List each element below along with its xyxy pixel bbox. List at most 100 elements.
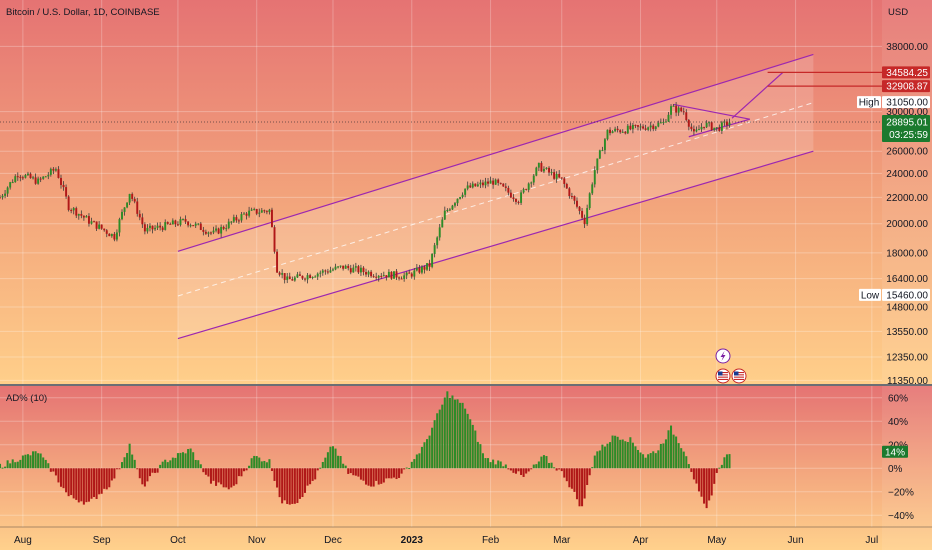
triangle-upper-line[interactable]	[673, 103, 750, 120]
histogram-bar-up	[542, 455, 545, 469]
candle-body	[118, 219, 121, 233]
candle-body	[60, 177, 62, 185]
candle-body	[382, 275, 385, 277]
flag-canton	[718, 371, 723, 376]
candle-body	[400, 278, 403, 280]
candle-down	[93, 220, 96, 223]
candle-down	[581, 208, 584, 221]
candle-up	[212, 226, 215, 235]
candle-up	[700, 123, 703, 132]
price-tick-label: 12350.00	[886, 352, 928, 363]
event-icons[interactable]	[715, 348, 747, 384]
candle-body	[415, 267, 418, 271]
price-tick-label: 30000.00	[886, 107, 928, 118]
candle-body	[619, 130, 622, 133]
candle-down	[380, 272, 383, 279]
candle-body	[342, 265, 345, 269]
candle-body	[220, 226, 223, 234]
candle-body	[403, 275, 406, 279]
candle-body	[85, 216, 88, 218]
candle-body	[258, 212, 261, 214]
candle-body	[115, 232, 118, 240]
candle-body	[509, 192, 512, 198]
channel-drawing[interactable]	[0, 53, 882, 340]
candle-body	[644, 128, 647, 130]
candle-up	[98, 221, 101, 230]
candle-body	[548, 167, 550, 173]
channel-mid-line[interactable]	[177, 102, 814, 297]
candle-body	[642, 126, 645, 129]
candle-down	[187, 220, 190, 228]
histogram-bar-up	[606, 443, 609, 469]
histogram-bar-up	[504, 464, 507, 469]
histogram-bar-up	[548, 463, 551, 469]
candle-up	[489, 176, 492, 184]
candle-body	[298, 274, 301, 276]
price-tick-label: 26000.00	[886, 147, 928, 158]
candle-body	[192, 225, 195, 227]
candle-body	[723, 121, 726, 123]
candle-down	[210, 231, 212, 236]
candle-body	[377, 275, 380, 278]
histogram-bar-down	[245, 468, 248, 471]
histogram-bar-down	[138, 468, 141, 479]
histogram-bar-down	[522, 468, 525, 477]
candle-up	[443, 206, 446, 221]
candle-down	[725, 119, 728, 130]
candle-down	[619, 129, 622, 134]
candle-body	[324, 270, 327, 272]
candle-up	[672, 104, 675, 107]
histogram-bar-up	[9, 463, 12, 469]
symbol-title[interactable]: Bitcoin / U.S. Dollar, 1D, COINBASE	[6, 7, 160, 18]
histogram-bar-up	[718, 467, 721, 469]
histogram-bar-up	[497, 460, 500, 469]
candle-down	[75, 206, 78, 219]
candle-down	[487, 177, 489, 187]
us-flag-icon[interactable]	[731, 368, 747, 384]
candle-down	[517, 200, 520, 205]
time-tick-label: Apr	[633, 535, 649, 546]
candle-body	[19, 176, 22, 178]
histogram-bar-up	[250, 458, 253, 469]
histogram-bar-down	[220, 468, 223, 485]
histogram-bar-down	[278, 468, 281, 498]
histogram-bar-down	[237, 468, 240, 477]
histogram-bar-down	[377, 468, 380, 485]
candle-up	[321, 268, 324, 276]
histogram-bar-up	[553, 467, 556, 469]
candle-down	[408, 269, 411, 274]
candle-body	[207, 232, 210, 234]
histogram-bar-up	[171, 457, 174, 469]
candle-down	[263, 209, 266, 214]
histogram-bar-up	[596, 451, 599, 469]
candle-body	[273, 227, 276, 252]
histogram-bar-up	[687, 464, 690, 469]
histogram-bar-up	[418, 453, 421, 469]
candle-body	[11, 182, 14, 184]
candle-down	[652, 123, 655, 132]
histogram-bar-up	[194, 459, 197, 469]
candle-body	[423, 266, 426, 270]
candle-down	[563, 176, 566, 188]
candle-up	[664, 119, 667, 123]
candle-body	[621, 131, 624, 133]
candle-body	[268, 209, 271, 213]
candle-down	[95, 221, 98, 232]
us-flag-icon[interactable]	[715, 368, 731, 384]
channel-lower-line[interactable]	[177, 150, 814, 340]
candle-body	[603, 139, 606, 151]
flag-canton	[734, 371, 739, 376]
histogram-bar-down	[703, 468, 706, 504]
channel-upper-line[interactable]	[177, 53, 814, 252]
candle-body	[291, 279, 294, 281]
histogram-bar-down	[286, 468, 289, 504]
candle-up	[708, 121, 711, 127]
candle-body	[37, 178, 40, 184]
currency-label[interactable]: USD	[888, 7, 908, 18]
indicator-title[interactable]: AD% (10)	[6, 393, 47, 404]
candle-body	[189, 225, 192, 227]
candle-body	[593, 170, 596, 185]
candle-up	[207, 231, 210, 237]
histogram-bar-down	[235, 468, 238, 485]
